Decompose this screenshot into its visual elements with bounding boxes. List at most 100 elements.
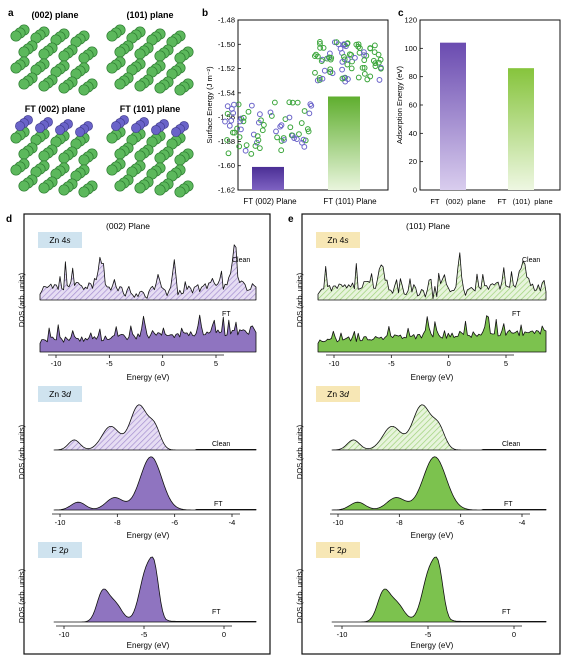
zn-atom xyxy=(10,164,22,176)
zn-ring xyxy=(361,64,368,71)
zn-ring xyxy=(311,53,318,60)
f2p-x-tick-label: 0 xyxy=(222,630,226,639)
f-ring xyxy=(286,114,293,121)
zn-ring xyxy=(361,57,368,64)
zn-ring xyxy=(355,41,362,48)
f-atom xyxy=(75,127,85,137)
zn-atom xyxy=(174,186,186,198)
zn-atom xyxy=(174,154,186,166)
f-ring xyxy=(339,66,346,73)
zn-ring xyxy=(268,113,275,119)
zn-ring xyxy=(317,44,324,51)
zn-atom xyxy=(58,152,70,164)
zn-atom xyxy=(18,148,30,160)
zn-ring xyxy=(236,134,243,140)
f-ring xyxy=(337,45,344,52)
zn-ring xyxy=(260,122,267,128)
dos-101-plane: Zn 4s Clean FT -10 -5 0 5 Energy (eV) DOS (arb. … xyxy=(295,232,547,650)
zn-ring xyxy=(254,133,261,140)
f2p-x-tick-label: -5 xyxy=(141,630,148,639)
zn-ring xyxy=(375,51,382,58)
tag-f2p-box xyxy=(38,542,82,558)
f-ring xyxy=(331,39,338,46)
f-ring xyxy=(319,75,326,82)
zn-ring xyxy=(367,73,374,80)
zn-atom xyxy=(10,62,22,74)
zn4s-x-tick-label: -5 xyxy=(106,359,113,368)
zn-ring xyxy=(274,134,280,141)
f-atom xyxy=(55,125,65,135)
zn3d-clean-area xyxy=(53,404,257,451)
b-plot-frame xyxy=(237,19,389,191)
zn4s-clean-label: Clean xyxy=(232,257,250,264)
f2p-x-tick-label: -10 xyxy=(337,630,348,639)
f-ring xyxy=(224,103,231,110)
b-ytick-label: -1.62 xyxy=(218,186,235,195)
f-ring xyxy=(294,136,300,143)
f2p-x-tick-label: 0 xyxy=(512,630,516,639)
a-label-ft002: FT (002) plane xyxy=(25,104,86,114)
f2p-ft-area xyxy=(53,556,257,623)
zn-atom xyxy=(114,148,126,160)
zn-ring xyxy=(327,69,333,75)
zn3d-ft-area xyxy=(331,456,547,511)
f-ring xyxy=(278,122,285,129)
zn-atom xyxy=(38,182,50,194)
zn-atom xyxy=(134,150,146,162)
zn3d-x-tick-label: -10 xyxy=(55,518,66,527)
f2p-xlabel: Energy (eV) xyxy=(411,641,454,650)
tag-f2p: F 2p xyxy=(51,545,68,555)
tag-zn3d: Zn 3d xyxy=(327,389,349,399)
zn-atom xyxy=(78,154,90,166)
panel-letter-d: d xyxy=(6,214,12,225)
f-ring xyxy=(226,122,233,129)
f-atom xyxy=(15,121,25,131)
panel-letter-b: b xyxy=(202,8,208,19)
b-ytick-label: -1.58 xyxy=(218,137,235,146)
zn3d-ylabel: DOS (arb. units) xyxy=(295,424,304,479)
zn-atom xyxy=(174,84,186,96)
tag-zn3d-box xyxy=(316,386,360,402)
zn-ring xyxy=(333,39,340,46)
f-atom xyxy=(151,125,161,135)
a-label-101: (101) plane xyxy=(126,10,173,20)
zn-ring xyxy=(256,145,263,152)
c-ytick-label: 60 xyxy=(409,101,417,110)
zn-ring xyxy=(346,51,353,58)
zn-atom xyxy=(58,50,70,62)
f-ring xyxy=(300,136,307,143)
zn3d-xlabel: Energy (eV) xyxy=(411,531,454,540)
zn-atom xyxy=(154,82,166,94)
zn-ring xyxy=(377,56,384,63)
panel-e-frame xyxy=(301,213,561,655)
zn-atom xyxy=(154,184,166,196)
b-ytick-label: -1.60 xyxy=(218,161,235,170)
f-atom xyxy=(111,121,121,131)
f-ring xyxy=(273,128,279,135)
f-ring xyxy=(341,41,347,48)
tag-f2p-box xyxy=(316,542,360,558)
zn3d-x-tick-label: -6 xyxy=(171,518,178,527)
b-ytick-label: -1.54 xyxy=(218,88,235,97)
f-ring xyxy=(248,102,255,109)
zn4s-clean-label: Clean xyxy=(522,257,540,264)
zn4s-clean-area xyxy=(39,244,257,301)
zn-ring xyxy=(318,58,325,64)
zn-ring xyxy=(361,70,368,77)
f2p-x-tick-label: -5 xyxy=(425,630,432,639)
zn3d-x-tick-label: -6 xyxy=(457,518,464,527)
zn-ring xyxy=(240,114,247,121)
tag-zn3d: Zn 3d xyxy=(49,389,71,399)
zn-ring xyxy=(271,99,278,106)
zn-atom xyxy=(114,78,126,90)
zn-atom xyxy=(134,80,146,92)
zn-atom xyxy=(18,180,30,192)
zn-atom xyxy=(78,52,90,64)
b-ytick-label: -1.56 xyxy=(218,113,235,122)
zn4s-ft-label: FT xyxy=(512,311,521,318)
zn3d-clean-area xyxy=(331,404,547,451)
f-ring xyxy=(222,118,228,125)
zn4s-xlabel: Energy (eV) xyxy=(127,373,170,382)
f-ring xyxy=(321,67,328,74)
zn-atom xyxy=(38,48,50,60)
